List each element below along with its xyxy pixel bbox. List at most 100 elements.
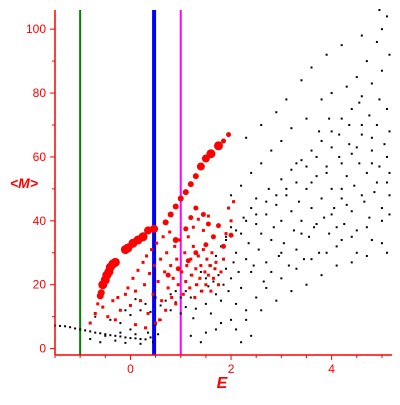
data-point-black xyxy=(375,40,378,43)
data-point-black xyxy=(318,130,321,133)
data-point-red-square xyxy=(209,289,213,293)
data-point-black xyxy=(380,242,383,245)
data-point-black xyxy=(333,207,336,210)
data-point-black xyxy=(313,226,316,229)
data-point-black xyxy=(340,197,343,200)
data-point-black xyxy=(330,146,333,149)
data-point-black xyxy=(257,248,260,251)
data-point-black xyxy=(360,124,363,126)
data-point-black xyxy=(240,184,243,187)
data-point-black xyxy=(235,302,238,305)
data-point-black xyxy=(360,34,363,37)
data-point-black xyxy=(375,124,378,126)
data-point-black xyxy=(272,226,275,229)
data-point-red-square xyxy=(181,292,185,296)
data-point-black xyxy=(69,326,72,329)
data-point-black xyxy=(350,261,353,264)
data-point-black xyxy=(235,251,238,254)
data-point-red-square xyxy=(173,244,177,248)
data-point-black xyxy=(99,341,102,344)
data-point-black xyxy=(348,124,351,126)
data-point-black xyxy=(64,325,67,328)
data-point-black xyxy=(247,242,250,245)
data-point-black xyxy=(373,191,376,194)
data-point-black xyxy=(280,251,283,254)
data-point-black xyxy=(325,53,328,56)
data-point-black xyxy=(134,298,137,301)
data-point-black xyxy=(230,226,233,229)
data-point-black xyxy=(260,309,263,312)
data-point-black xyxy=(290,210,293,213)
data-point-black xyxy=(230,194,233,197)
data-point-black xyxy=(94,331,97,334)
data-point-black xyxy=(119,331,122,334)
data-point-black xyxy=(320,139,323,142)
axes: 0 2 4 0 20 40 60 80 100 xyxy=(26,10,392,376)
y-tick-label: 80 xyxy=(33,86,47,100)
data-point-red-dot xyxy=(172,203,179,210)
y-axis-label: <M> xyxy=(10,175,38,191)
data-point-black xyxy=(335,226,338,229)
data-point-red-dot xyxy=(187,181,194,188)
data-point-red-square xyxy=(183,251,187,255)
data-point-red-square xyxy=(123,292,127,296)
data-point-red-square xyxy=(139,299,143,303)
data-point-black xyxy=(295,248,298,251)
data-point-black xyxy=(330,213,333,216)
data-point-black xyxy=(147,331,150,334)
data-point-red-square xyxy=(203,270,207,274)
data-point-black xyxy=(368,216,371,219)
data-point-black xyxy=(134,333,137,336)
data-point-black xyxy=(214,293,217,296)
data-point-black xyxy=(370,136,373,139)
data-point-black xyxy=(212,280,215,283)
data-point-black xyxy=(330,92,333,95)
data-point-black xyxy=(129,337,132,340)
data-point-black xyxy=(149,310,152,313)
data-point-black xyxy=(385,108,388,111)
data-point-black xyxy=(325,165,328,168)
data-point-red-square xyxy=(185,264,189,268)
data-point-red-square xyxy=(208,264,212,268)
data-point-black xyxy=(343,223,346,226)
data-point-black xyxy=(124,341,127,344)
data-point-black xyxy=(355,229,358,232)
data-point-red-square xyxy=(156,280,160,284)
data-point-red-square xyxy=(113,318,117,322)
data-point-black xyxy=(375,181,378,184)
data-point-black xyxy=(368,114,371,117)
data-point-black xyxy=(388,53,391,56)
data-point-red-dot xyxy=(144,226,153,235)
data-point-black xyxy=(380,28,383,31)
data-point-black xyxy=(335,245,338,248)
data-point-red-square xyxy=(200,289,204,293)
data-point-red-square xyxy=(206,214,210,218)
data-point-black xyxy=(320,274,323,277)
data-point-black xyxy=(315,223,318,226)
data-point-black xyxy=(119,322,122,325)
data-point-black xyxy=(338,133,341,136)
y-tick-label: 20 xyxy=(33,278,47,292)
data-point-black xyxy=(275,194,278,197)
data-point-black xyxy=(355,76,358,79)
data-point-black xyxy=(260,162,263,165)
data-point-red-square xyxy=(169,264,173,268)
data-point-black xyxy=(310,258,313,261)
data-point-black xyxy=(350,235,353,238)
data-point-red-square xyxy=(148,272,152,276)
data-point-black xyxy=(124,336,127,339)
data-point-red-square xyxy=(161,235,165,239)
data-point-black xyxy=(74,327,77,330)
data-point-black xyxy=(104,333,107,336)
data-point-red-square xyxy=(160,299,164,303)
data-point-black xyxy=(320,98,323,101)
data-point-black xyxy=(255,296,258,299)
data-point-red-dot xyxy=(177,195,184,202)
data-point-red-square xyxy=(194,267,198,271)
data-point-red-square xyxy=(191,244,195,248)
data-point-black xyxy=(325,251,328,254)
data-point-black xyxy=(217,274,220,277)
data-point-black xyxy=(219,299,222,302)
data-point-black xyxy=(295,162,298,165)
data-point-red-dot xyxy=(206,149,216,159)
